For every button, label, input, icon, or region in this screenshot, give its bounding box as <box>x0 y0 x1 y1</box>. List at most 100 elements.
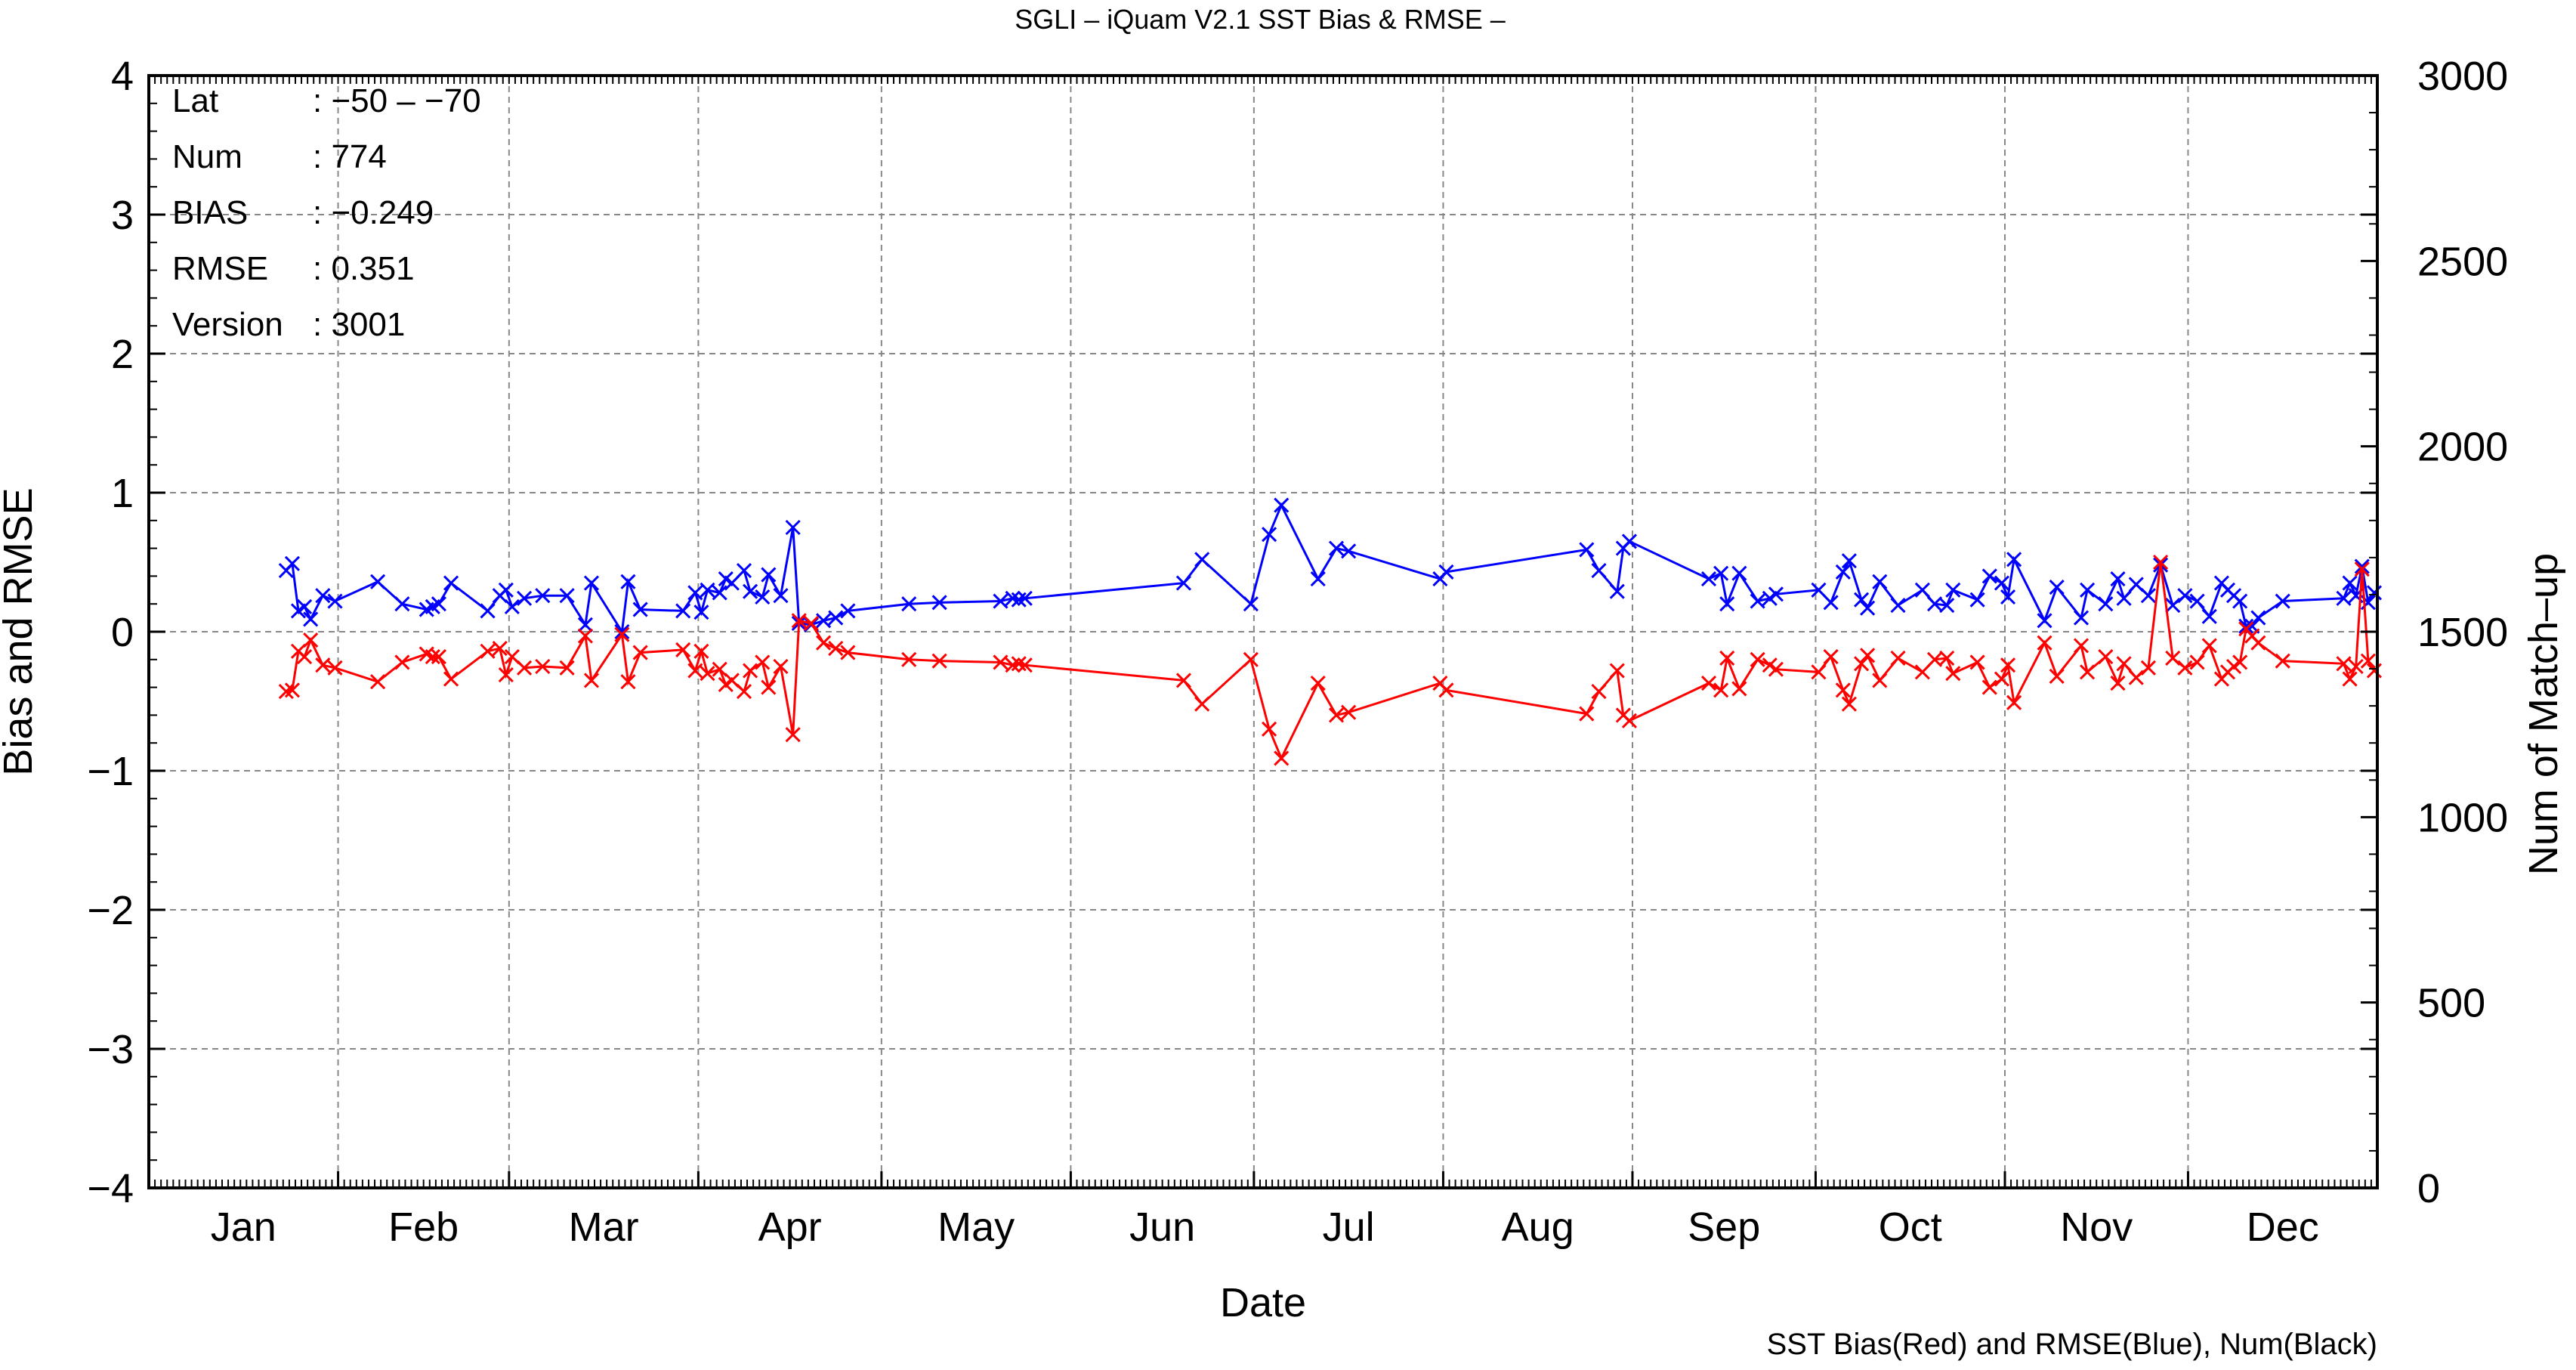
rmse-point <box>1994 575 2010 591</box>
bias-point <box>370 674 386 690</box>
rmse-point <box>1823 595 1839 611</box>
rmse-point <box>1811 582 1827 598</box>
rmse-point <box>1609 583 1625 599</box>
rmse-point <box>1835 564 1851 580</box>
rmse-point <box>2140 588 2156 604</box>
info-label: BIAS <box>172 194 248 231</box>
x-tick-label: Feb <box>388 1205 459 1250</box>
rmse-point <box>2073 610 2090 626</box>
bias-point <box>1872 673 1888 688</box>
bias-point <box>1609 663 1625 679</box>
rmse-point <box>1981 568 1997 584</box>
bias-point <box>327 660 343 676</box>
bias-point <box>724 673 740 688</box>
y-tick-label: 4 <box>111 54 134 99</box>
rmse-point <box>1262 527 1277 543</box>
info-label: Version <box>172 306 283 343</box>
rmse-point <box>1579 542 1595 558</box>
rmse-point <box>284 555 300 571</box>
rmse-point <box>1890 597 1906 614</box>
bias-point <box>2165 650 2181 666</box>
rmse-point <box>480 603 496 619</box>
bias-point <box>583 673 600 688</box>
bias-point <box>2250 635 2266 651</box>
bias-point <box>743 663 758 679</box>
bias-point <box>712 661 727 677</box>
bias-point <box>2000 657 2016 673</box>
bias-point <box>1262 721 1277 737</box>
rmse-point <box>1750 593 1765 609</box>
rmse-point <box>315 588 331 604</box>
bias-point <box>1811 664 1827 680</box>
bias-point <box>1768 661 1784 677</box>
bias-point <box>516 660 533 676</box>
bias-point <box>1969 654 1985 670</box>
rmse-point <box>1731 565 1747 581</box>
rmse-point <box>297 598 313 614</box>
y-tick-label: 2 <box>111 332 134 377</box>
rmse-point <box>2177 588 2193 604</box>
bias-point <box>1890 650 1906 666</box>
y2-tick-label: 0 <box>2417 1166 2440 1211</box>
rmse-point <box>724 575 740 591</box>
x-tick-label: Oct <box>1879 1205 1942 1250</box>
rmse-point <box>2354 558 2370 574</box>
rmse-point <box>785 519 801 536</box>
rmse-point <box>1914 582 1930 598</box>
bias-point <box>394 654 410 670</box>
rmse-point <box>2037 613 2052 629</box>
rmse-point <box>1194 552 1210 567</box>
bias-point <box>700 666 715 682</box>
rmse-point <box>1719 596 1735 612</box>
bias-point <box>2080 664 2096 680</box>
bias-point <box>2098 649 2114 665</box>
bias-point <box>1719 650 1735 666</box>
bias-point <box>736 684 752 700</box>
rmse-point <box>1175 575 1191 591</box>
bias-point <box>2354 561 2370 577</box>
bias-point <box>1731 681 1747 697</box>
x-tick-label: Sep <box>1688 1205 1760 1250</box>
rmse-point <box>614 623 630 640</box>
rmse-point <box>736 562 752 579</box>
bias-point <box>2275 653 2290 669</box>
bias-point <box>2342 671 2358 687</box>
rmse-point <box>1310 571 1326 587</box>
chart-caption: SST Bias(Red) and RMSE(Blue), Num(Black) <box>1767 1328 2377 1361</box>
bias-point <box>1591 684 1607 700</box>
rmse-point <box>1243 596 1259 612</box>
x-tick-label: Dec <box>2247 1205 2319 1250</box>
bias-point <box>303 632 319 648</box>
info-label: Num <box>172 138 242 175</box>
bias-point <box>2201 638 2217 654</box>
bias-point <box>614 626 630 642</box>
rmse-point <box>1328 540 1345 556</box>
bias-point <box>2336 656 2352 672</box>
rmse-point <box>2189 593 2205 609</box>
bias-point <box>297 649 313 665</box>
y-tick-label: −3 <box>87 1027 134 1072</box>
bias-point <box>1981 679 1997 695</box>
x-tick-label: Jan <box>211 1205 276 1250</box>
info-value: : 774 <box>313 138 387 175</box>
y-tick-label: 1 <box>111 471 134 516</box>
y2-tick-label: 3000 <box>2417 54 2508 99</box>
rmse-point <box>2000 589 2016 605</box>
rmse-point <box>675 603 691 619</box>
bias-point <box>1243 651 1259 667</box>
rmse-point <box>712 585 727 601</box>
rmse-point <box>2128 577 2144 592</box>
rmse-point <box>773 588 789 604</box>
info-value: : 0.351 <box>313 250 415 287</box>
y-tick-label: 3 <box>111 193 134 238</box>
rmse-point <box>828 610 844 626</box>
bias-point <box>2140 660 2156 676</box>
y2-tick-label: 1000 <box>2417 795 2508 840</box>
chart-title: SGLI – iQuam V2.1 SST Bias & RMSE – <box>1015 4 1506 35</box>
y-axis-label: Bias and RMSE <box>0 487 41 775</box>
rmse-point <box>431 596 446 612</box>
bias-point <box>2049 668 2065 684</box>
rmse-point <box>1700 571 1717 587</box>
bias-point <box>431 649 446 665</box>
bias-point <box>1438 682 1454 698</box>
